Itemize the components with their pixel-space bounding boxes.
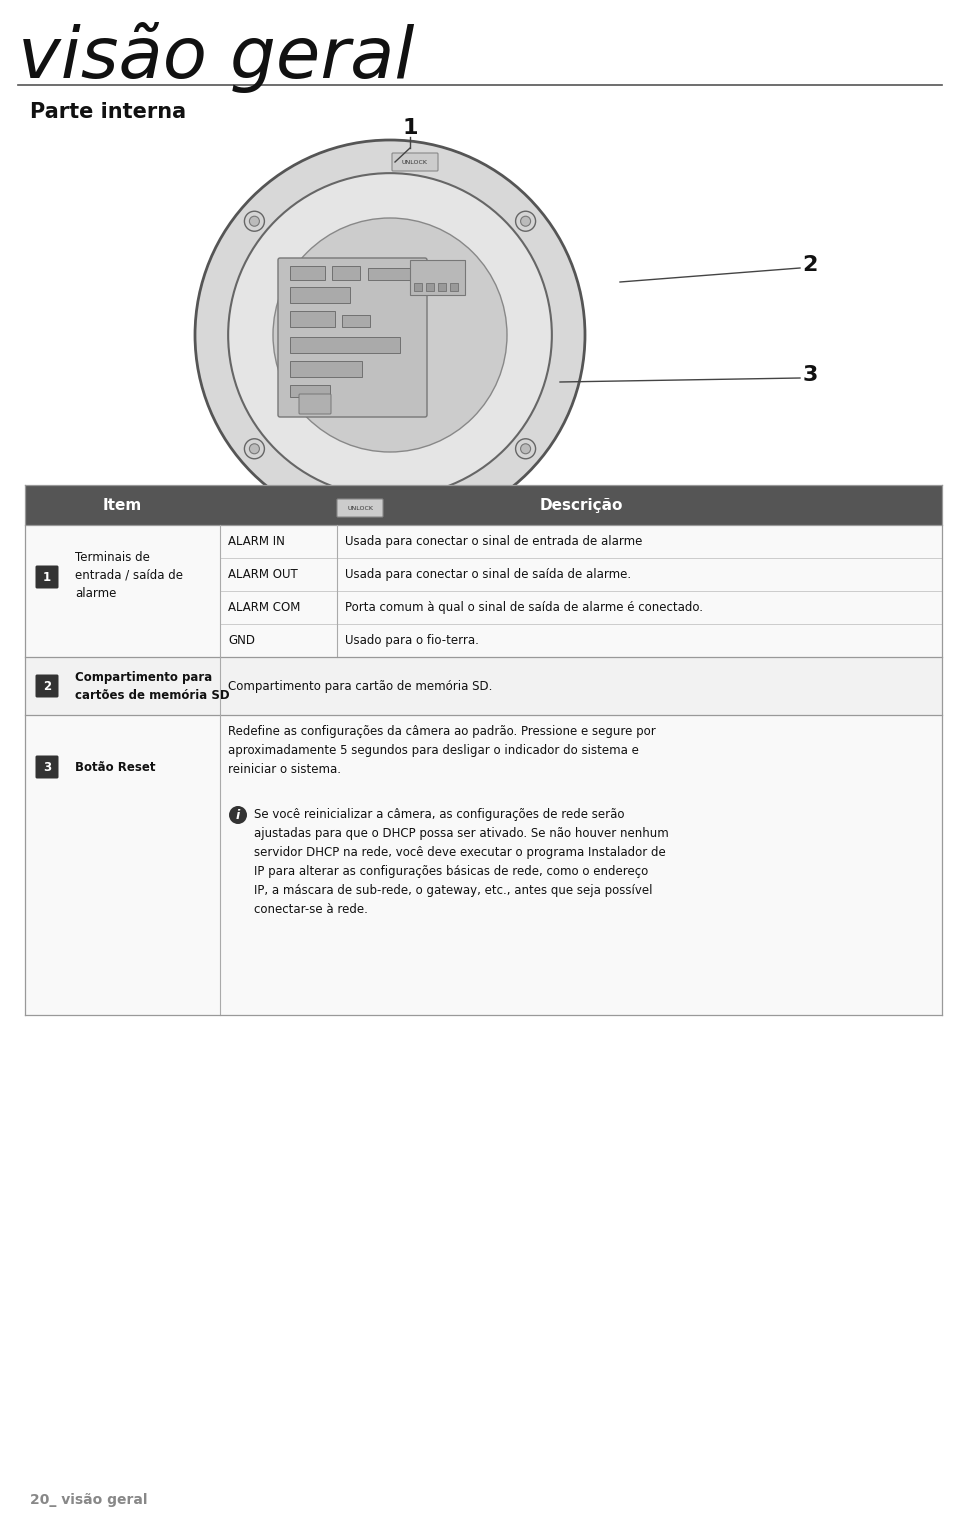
Bar bbox=[438, 283, 446, 291]
Text: Usada para conectar o sinal de entrada de alarme: Usada para conectar o sinal de entrada d… bbox=[345, 536, 642, 548]
Text: ALARM OUT: ALARM OUT bbox=[228, 568, 298, 581]
Bar bbox=[220, 525, 337, 558]
Circle shape bbox=[250, 216, 259, 226]
Text: Usado para o fio-terra.: Usado para o fio-terra. bbox=[345, 633, 479, 647]
FancyBboxPatch shape bbox=[392, 153, 438, 171]
Circle shape bbox=[273, 217, 507, 451]
Bar bbox=[342, 315, 370, 327]
Text: GND: GND bbox=[228, 633, 255, 647]
Text: Compartimento para cartão de memória SD.: Compartimento para cartão de memória SD. bbox=[228, 679, 492, 693]
Text: Redefine as configurações da câmera ao padrão. Pressione e segure por
aproximada: Redefine as configurações da câmera ao p… bbox=[228, 725, 656, 776]
Bar bbox=[290, 288, 350, 303]
Bar bbox=[220, 591, 337, 624]
Text: 3: 3 bbox=[803, 366, 818, 386]
Bar bbox=[290, 386, 330, 396]
Bar bbox=[290, 337, 400, 353]
Text: 2: 2 bbox=[803, 256, 818, 275]
Text: 1: 1 bbox=[43, 571, 51, 583]
Bar bbox=[290, 311, 335, 327]
Circle shape bbox=[245, 439, 264, 459]
Bar bbox=[410, 260, 465, 295]
Bar bbox=[337, 591, 942, 624]
Text: ALARM COM: ALARM COM bbox=[228, 601, 300, 614]
FancyBboxPatch shape bbox=[36, 566, 59, 589]
FancyBboxPatch shape bbox=[278, 259, 427, 418]
Bar bbox=[414, 283, 422, 291]
Text: UNLOCK: UNLOCK bbox=[402, 159, 428, 165]
Bar bbox=[337, 558, 942, 591]
Circle shape bbox=[516, 211, 536, 231]
Circle shape bbox=[245, 211, 264, 231]
Bar bbox=[25, 715, 220, 1014]
Text: Usada para conectar o sinal de saída de alarme.: Usada para conectar o sinal de saída de … bbox=[345, 568, 631, 581]
Text: Porta comum à qual o sinal de saída de alarme é conectado.: Porta comum à qual o sinal de saída de a… bbox=[345, 601, 703, 614]
Text: i: i bbox=[236, 808, 240, 822]
Bar bbox=[337, 525, 942, 558]
Bar bbox=[220, 485, 942, 525]
Text: 3: 3 bbox=[43, 760, 51, 774]
FancyBboxPatch shape bbox=[36, 675, 59, 698]
Bar bbox=[332, 266, 360, 280]
FancyBboxPatch shape bbox=[337, 499, 383, 517]
Circle shape bbox=[520, 216, 531, 226]
Bar bbox=[290, 361, 362, 376]
Text: Se você reinicializar a câmera, as configurações de rede serão
ajustadas para qu: Se você reinicializar a câmera, as confi… bbox=[254, 808, 669, 916]
Bar bbox=[337, 624, 942, 656]
Text: 1: 1 bbox=[402, 118, 418, 138]
Circle shape bbox=[228, 173, 552, 497]
Circle shape bbox=[516, 439, 536, 459]
Bar bbox=[450, 283, 458, 291]
Text: Terminais de
entrada / saída de
alarme: Terminais de entrada / saída de alarme bbox=[75, 551, 183, 600]
Text: Item: Item bbox=[103, 497, 142, 513]
Bar bbox=[220, 624, 337, 656]
Circle shape bbox=[250, 444, 259, 454]
Circle shape bbox=[520, 444, 531, 454]
Text: Compartimento para
cartões de memória SD: Compartimento para cartões de memória SD bbox=[75, 670, 229, 701]
Text: 2: 2 bbox=[43, 679, 51, 693]
Bar bbox=[220, 656, 942, 715]
Text: ALARM IN: ALARM IN bbox=[228, 536, 285, 548]
FancyBboxPatch shape bbox=[36, 756, 59, 779]
Text: Descrição: Descrição bbox=[540, 497, 623, 513]
Circle shape bbox=[195, 141, 585, 529]
Text: visão geral: visão geral bbox=[18, 21, 415, 93]
Circle shape bbox=[229, 806, 247, 825]
Bar bbox=[25, 525, 220, 656]
Text: 20_ visão geral: 20_ visão geral bbox=[30, 1493, 148, 1507]
Bar bbox=[25, 656, 220, 715]
Bar bbox=[426, 283, 434, 291]
Bar bbox=[290, 266, 325, 280]
Text: Botão Reset: Botão Reset bbox=[75, 760, 156, 774]
Bar bbox=[220, 558, 337, 591]
Bar bbox=[220, 715, 942, 1014]
Text: UNLOCK: UNLOCK bbox=[347, 505, 373, 511]
Bar bbox=[368, 268, 410, 280]
Bar bbox=[25, 485, 220, 525]
FancyBboxPatch shape bbox=[299, 395, 331, 415]
Text: Parte interna: Parte interna bbox=[30, 103, 186, 122]
